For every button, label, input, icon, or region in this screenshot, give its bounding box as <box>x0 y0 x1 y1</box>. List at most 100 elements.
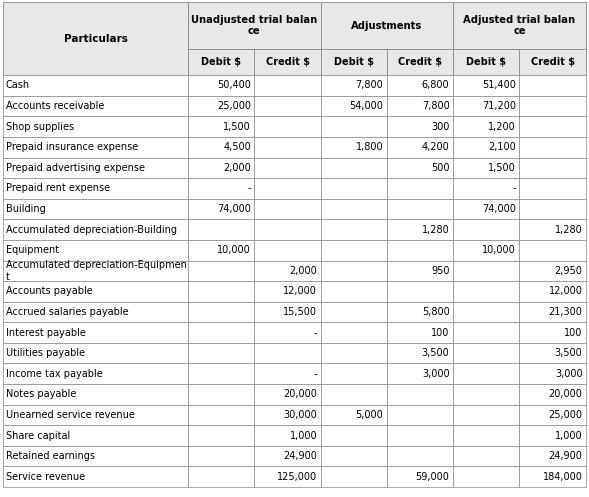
Bar <box>320 116 387 137</box>
Bar <box>188 137 254 158</box>
Text: 1,200: 1,200 <box>488 122 516 132</box>
Bar <box>188 2 320 49</box>
Bar <box>188 116 254 137</box>
Bar <box>188 363 254 384</box>
Text: 2,000: 2,000 <box>289 266 317 276</box>
Bar <box>188 405 254 425</box>
Text: -: - <box>247 183 251 193</box>
Text: Shop supplies: Shop supplies <box>6 122 74 132</box>
Bar <box>254 384 320 405</box>
Text: Credit $: Credit $ <box>398 57 442 67</box>
Bar <box>387 96 453 116</box>
Text: 1,000: 1,000 <box>289 430 317 440</box>
Bar <box>320 49 387 75</box>
Text: Credit $: Credit $ <box>531 57 575 67</box>
Bar <box>453 96 519 116</box>
Bar <box>254 405 320 425</box>
Bar <box>188 219 254 240</box>
Text: 10,000: 10,000 <box>217 245 251 255</box>
Bar <box>387 178 453 199</box>
Text: 12,000: 12,000 <box>548 286 583 296</box>
Bar <box>254 178 320 199</box>
Bar <box>387 75 453 96</box>
Text: 1,500: 1,500 <box>223 122 251 132</box>
Text: 125,000: 125,000 <box>277 472 317 482</box>
Bar <box>387 260 453 281</box>
Bar <box>320 343 387 363</box>
Bar <box>3 322 188 343</box>
Text: Accounts receivable: Accounts receivable <box>6 101 104 111</box>
Bar <box>188 384 254 405</box>
Text: 184,000: 184,000 <box>542 472 583 482</box>
Bar <box>320 178 387 199</box>
Text: 3,000: 3,000 <box>422 369 449 379</box>
Bar <box>519 467 586 487</box>
Bar <box>3 363 188 384</box>
Text: 71,200: 71,200 <box>482 101 516 111</box>
Text: 20,000: 20,000 <box>283 389 317 400</box>
Text: 4,200: 4,200 <box>422 142 449 152</box>
Text: 5,000: 5,000 <box>356 410 383 420</box>
Bar <box>387 49 453 75</box>
Bar <box>320 199 387 219</box>
Text: 24,900: 24,900 <box>283 451 317 461</box>
Bar <box>3 260 188 281</box>
Text: 50,400: 50,400 <box>217 81 251 90</box>
Bar <box>519 343 586 363</box>
Bar <box>453 158 519 178</box>
Bar <box>3 281 188 302</box>
Bar <box>3 2 188 75</box>
Bar <box>254 281 320 302</box>
Bar <box>254 425 320 446</box>
Bar <box>320 2 453 49</box>
Bar <box>453 116 519 137</box>
Bar <box>453 425 519 446</box>
Bar <box>254 322 320 343</box>
Bar <box>188 49 254 75</box>
Bar <box>188 96 254 116</box>
Text: Income tax payable: Income tax payable <box>6 369 102 379</box>
Bar <box>453 137 519 158</box>
Bar <box>320 137 387 158</box>
Bar <box>320 302 387 323</box>
Bar <box>387 322 453 343</box>
Bar <box>519 281 586 302</box>
Bar <box>320 260 387 281</box>
Text: 54,000: 54,000 <box>349 101 383 111</box>
Bar <box>3 75 188 96</box>
Text: 25,000: 25,000 <box>217 101 251 111</box>
Text: 2,000: 2,000 <box>223 163 251 173</box>
Bar <box>387 240 453 260</box>
Text: 15,500: 15,500 <box>283 307 317 317</box>
Bar <box>453 75 519 96</box>
Bar <box>519 219 586 240</box>
Bar <box>3 96 188 116</box>
Bar <box>188 260 254 281</box>
Text: 3,500: 3,500 <box>422 348 449 358</box>
Text: Debit $: Debit $ <box>466 57 506 67</box>
Bar <box>453 2 586 49</box>
Bar <box>254 158 320 178</box>
Bar <box>519 405 586 425</box>
Bar <box>320 322 387 343</box>
Bar <box>453 363 519 384</box>
Text: 4,500: 4,500 <box>223 142 251 152</box>
Bar <box>519 116 586 137</box>
Text: 1,280: 1,280 <box>555 225 583 235</box>
Bar <box>254 96 320 116</box>
Bar <box>188 158 254 178</box>
Bar <box>519 75 586 96</box>
Bar <box>320 75 387 96</box>
Text: Prepaid insurance expense: Prepaid insurance expense <box>6 142 138 152</box>
Bar <box>254 49 320 75</box>
Text: 1,280: 1,280 <box>422 225 449 235</box>
Bar <box>519 260 586 281</box>
Text: Prepaid advertising expense: Prepaid advertising expense <box>6 163 145 173</box>
Bar <box>254 116 320 137</box>
Text: 1,800: 1,800 <box>356 142 383 152</box>
Bar <box>387 302 453 323</box>
Text: Accumulated depreciation-Equipmen
t: Accumulated depreciation-Equipmen t <box>6 260 187 282</box>
Bar <box>320 363 387 384</box>
Bar <box>3 405 188 425</box>
Bar <box>519 137 586 158</box>
